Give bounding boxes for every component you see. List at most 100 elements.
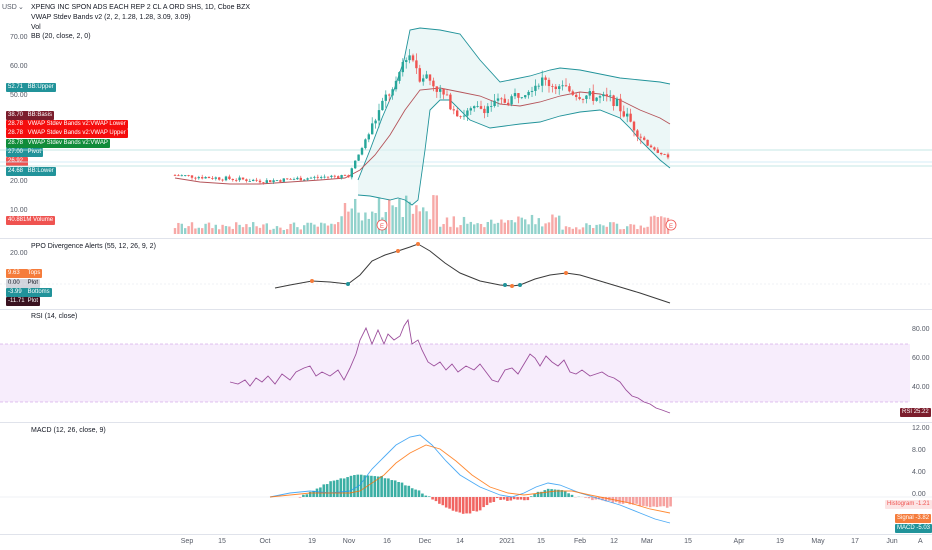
price-chart[interactable]: E E	[0, 0, 932, 238]
volume-bar	[534, 224, 537, 234]
rsi-axis-80: 80.00	[912, 326, 930, 333]
pane-separator[interactable]	[0, 309, 932, 310]
histogram-bar	[451, 497, 455, 511]
volume-bar	[632, 224, 636, 234]
candle	[649, 145, 653, 148]
vwap-lower-tag: 28.78 VWAP Stdev Bands v2:VWAP Lower	[6, 120, 128, 129]
candle	[187, 175, 190, 177]
volume-bar	[201, 228, 204, 234]
volume-bar	[612, 222, 615, 234]
candle	[666, 154, 670, 158]
candle	[653, 147, 656, 150]
volume-bar	[466, 223, 469, 234]
ppo-plot2-tag: -11.71 Plot	[6, 297, 41, 306]
histogram-bar	[560, 490, 564, 497]
candle	[343, 175, 347, 176]
candle	[561, 85, 564, 87]
settings-chevron-icon[interactable]: ⌄	[18, 4, 24, 11]
volume-bar	[343, 203, 347, 234]
histogram-bar	[604, 497, 608, 502]
rsi-title[interactable]: RSI (14, close)	[31, 313, 78, 320]
candle	[632, 121, 636, 131]
pane-separator[interactable]	[0, 422, 932, 423]
candle	[490, 106, 493, 107]
x-tick: 17	[851, 538, 859, 545]
candle	[527, 91, 530, 96]
histogram-bar	[659, 497, 662, 507]
candle	[513, 93, 517, 97]
volume-bar	[595, 224, 598, 234]
volume-bar	[653, 215, 656, 234]
bb-basis-tag: 38.70 BB:Basis	[6, 111, 55, 120]
ppo-bottom-marker	[518, 283, 522, 287]
indicator-vwap-title[interactable]: VWAP Stdev Bands v2 (2, 2, 1.28, 1.28, 3…	[31, 14, 191, 21]
candle	[337, 176, 340, 178]
volume-tag: 40.881M Volume	[6, 216, 56, 225]
auto-scale-button[interactable]: A	[918, 538, 923, 545]
volume-bar	[411, 213, 415, 234]
macd-histogram	[298, 474, 672, 514]
histogram-bar	[431, 497, 434, 500]
bb-lower-tag: 24.68 BB:Lower	[6, 167, 56, 176]
x-tick: 16	[383, 538, 391, 545]
price-axis-10: 10.00	[10, 207, 28, 214]
candle	[537, 85, 540, 87]
volume-bar	[513, 222, 517, 234]
histogram-bar	[363, 475, 366, 497]
candle	[197, 177, 200, 179]
histogram-bar	[540, 491, 543, 497]
volume-bar	[439, 226, 442, 234]
volume-bar	[479, 223, 483, 234]
macd-line	[269, 434, 671, 524]
macd-axis-4: 4.00	[912, 469, 926, 476]
candle	[428, 74, 432, 81]
macd-tag: MACD -5.03	[895, 524, 932, 533]
x-tick: 14	[456, 538, 464, 545]
volume-bar	[581, 227, 585, 234]
x-tick: Sep	[180, 538, 194, 545]
volume-bar	[272, 228, 275, 234]
rsi-chart[interactable]	[0, 310, 932, 422]
candle	[238, 177, 241, 181]
candle	[418, 68, 421, 82]
candle	[299, 177, 302, 181]
candle	[493, 100, 496, 107]
volume-bar	[544, 223, 547, 234]
histogram-bar	[485, 497, 489, 506]
volume-bar	[456, 227, 459, 234]
pane-separator[interactable]	[0, 238, 932, 239]
histogram-bar	[472, 497, 475, 511]
histogram-bar	[329, 481, 332, 497]
candle	[646, 139, 649, 146]
ppo-top-marker	[510, 284, 514, 288]
macd-title[interactable]: MACD (12, 26, close, 9)	[31, 427, 106, 434]
candle	[235, 179, 238, 181]
volume-bar	[214, 224, 217, 234]
price-axis-20: 20.00	[10, 178, 28, 185]
macd-chart[interactable]	[0, 423, 932, 533]
volume-bar	[585, 223, 588, 234]
candle	[201, 177, 204, 179]
volume-bar	[442, 224, 445, 234]
signal-tag: Signal -3.82	[895, 514, 932, 523]
candle	[211, 178, 214, 179]
histogram-bar	[557, 489, 560, 497]
ppo-chart[interactable]	[0, 239, 932, 309]
volume-bar	[622, 229, 625, 234]
candle	[320, 177, 323, 178]
histogram-bar	[567, 493, 570, 497]
histogram-bar	[502, 497, 506, 500]
volume-bar	[527, 224, 530, 234]
candle	[564, 85, 568, 87]
indicator-vol-title[interactable]: Vol	[31, 24, 41, 31]
earnings-marker[interactable]: E	[376, 219, 388, 231]
indicator-bb-title[interactable]: BB (20, close, 2, 0)	[31, 33, 91, 40]
candle	[258, 180, 262, 183]
ppo-title[interactable]: PPO Divergence Alerts (55, 12, 26, 9, 2)	[31, 243, 156, 250]
volume-bar	[235, 222, 238, 234]
volume-bar	[422, 207, 425, 234]
histogram-bar	[642, 497, 645, 506]
candle	[245, 179, 248, 182]
earnings-marker[interactable]: E	[665, 219, 677, 231]
volume-bar	[252, 222, 255, 234]
